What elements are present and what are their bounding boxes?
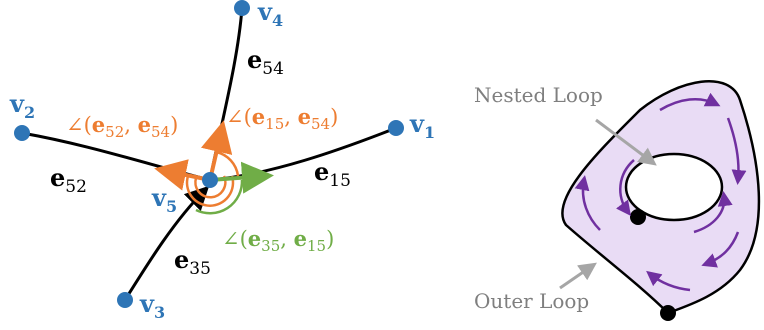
purple-arrow-bottom-right (701, 231, 740, 268)
vertex-label-v3: v3 (139, 289, 165, 322)
angle-arc-orange-1 (194, 175, 227, 199)
edge-label-e54: e54 (247, 45, 284, 79)
arrow-green-right (209, 161, 274, 194)
arrow-orange-left (154, 159, 211, 191)
purple-arrow-nested-left (616, 159, 635, 217)
nested-loop-label: Nested Loop (474, 83, 603, 107)
angle-label-e52-e54: ∠(e52, e54) (66, 112, 178, 141)
vertex-v5 (202, 172, 218, 188)
arrow-orange-up (201, 120, 233, 181)
vertex-label-v1: v1 (409, 109, 435, 142)
edge-label-e35: e35 (174, 245, 211, 279)
vertex-v3 (117, 292, 133, 308)
nested-loop-vertex (630, 209, 646, 225)
vertex-label-v5: v5 (151, 183, 177, 216)
outer-loop-pointer (559, 262, 597, 290)
angle-arc-orange-3 (215, 150, 240, 177)
angle-label-e15-e54: ∠(e15, e54) (226, 104, 338, 133)
purple-arrow-left (574, 175, 601, 231)
vertex-label-v4: v4 (257, 0, 283, 30)
purple-arrow-right (726, 117, 747, 185)
edge-label-e15: e15 (314, 157, 351, 191)
edge-label-e52: e52 (50, 163, 87, 197)
angle-label-e35-e15: ∠(e35, e15) (222, 226, 334, 255)
outer-loop-vertex (660, 305, 676, 321)
purple-arrow-top (659, 92, 721, 112)
purple-arrow-bottom (646, 270, 691, 292)
left-graph: v4 v2 v1 v5 v3 e54 e52 e15 e35 ∠(e52, e5… (9, 0, 435, 322)
vertex-v1 (388, 120, 404, 136)
nested-loop-shape (624, 152, 724, 222)
vertex-label-v2: v2 (9, 89, 35, 122)
right-diagram: Nested Loop Outer Loop (474, 80, 761, 321)
outer-loop-label: Outer Loop (474, 289, 589, 313)
vertex-v2 (14, 125, 30, 141)
nested-loop-pointer (595, 118, 657, 166)
purple-arrow-nested-right (693, 191, 733, 234)
vertex-v4 (234, 0, 250, 16)
